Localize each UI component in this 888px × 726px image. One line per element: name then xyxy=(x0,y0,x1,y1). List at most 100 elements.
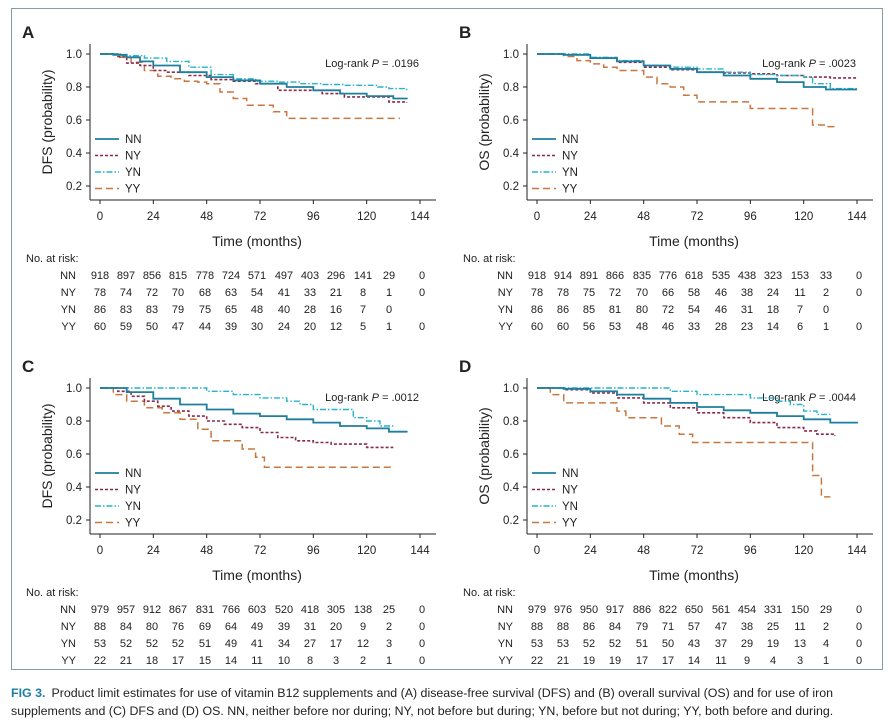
x-axis-label: Time (months) xyxy=(212,233,302,249)
risk-cell: 86 xyxy=(583,621,595,633)
x-tick-label: 48 xyxy=(637,211,650,223)
risk-cell: 40 xyxy=(278,304,290,316)
risk-cell: 44 xyxy=(199,321,211,333)
risk-cell: 0 xyxy=(856,321,862,333)
risk-cell: 0 xyxy=(856,604,862,616)
y-tick-label: 0.8 xyxy=(503,416,519,428)
x-tick-label: 24 xyxy=(147,545,160,557)
risk-cell: 891 xyxy=(580,270,598,282)
risk-cell: 918 xyxy=(91,270,109,282)
risk-cell: 650 xyxy=(685,604,703,616)
risk-cell: 0 xyxy=(386,304,392,316)
y-tick-label: 0.2 xyxy=(66,515,82,527)
risk-cell: 29 xyxy=(741,638,753,650)
risk-cell: 776 xyxy=(659,270,677,282)
risk-cell: 81 xyxy=(609,304,621,316)
risk-cell: 31 xyxy=(304,621,316,633)
x-tick-label: 72 xyxy=(691,545,704,557)
y-axis-label: OS (probability) xyxy=(476,73,492,170)
risk-cell: 856 xyxy=(143,270,161,282)
risk-cell: 1 xyxy=(386,321,392,333)
risk-cell: 27 xyxy=(304,638,316,650)
risk-cell: 72 xyxy=(662,304,674,316)
risk-cell: 19 xyxy=(609,655,621,667)
risk-row-label: NN xyxy=(60,604,76,616)
x-tick-label: 24 xyxy=(584,545,597,557)
risk-cell: 5 xyxy=(360,321,366,333)
risk-cell: 69 xyxy=(199,621,211,633)
risk-cell: 912 xyxy=(143,604,161,616)
risk-cell: 60 xyxy=(557,321,569,333)
risk-cell: 43 xyxy=(688,638,700,650)
risk-cell: 917 xyxy=(606,604,624,616)
risk-cell: 84 xyxy=(609,621,621,633)
risk-cell: 88 xyxy=(531,621,543,633)
risk-cell: 70 xyxy=(636,287,648,299)
log-rank-value: = .0044 xyxy=(816,392,856,404)
risk-cell: 60 xyxy=(94,321,106,333)
risk-cell: 1 xyxy=(386,655,392,667)
risk-cell: 2 xyxy=(360,655,366,667)
risk-cell: 51 xyxy=(199,638,211,650)
risk-cell: 7 xyxy=(360,304,366,316)
risk-row-label: NY xyxy=(61,287,77,299)
risk-row-label: YY xyxy=(498,655,513,667)
risk-cell: 16 xyxy=(330,304,342,316)
panel-a-letter: A xyxy=(22,23,34,42)
risk-cell: 323 xyxy=(764,270,782,282)
risk-cell: 17 xyxy=(172,655,184,667)
risk-row-label: YY xyxy=(61,655,76,667)
series-line-yn xyxy=(537,387,831,416)
legend-label-nn: NN xyxy=(562,468,579,480)
risk-cell: 603 xyxy=(248,604,266,616)
risk-cell: 2 xyxy=(823,287,829,299)
legend-label-ny: NY xyxy=(562,485,578,497)
risk-cell: 571 xyxy=(248,270,266,282)
risk-cell: 72 xyxy=(146,287,158,299)
log-rank-p: P xyxy=(809,58,817,70)
risk-cell: 83 xyxy=(120,304,132,316)
legend-label-yy: YY xyxy=(562,518,578,530)
risk-cell: 56 xyxy=(583,321,595,333)
legend-label-yy: YY xyxy=(562,184,578,196)
risk-cell: 63 xyxy=(225,287,237,299)
x-tick-label: 72 xyxy=(691,211,704,223)
risk-cell: 3 xyxy=(386,638,392,650)
legend-label-ny: NY xyxy=(125,485,141,497)
risk-cell: 331 xyxy=(764,604,782,616)
y-axis-label: DFS (probability) xyxy=(39,69,55,174)
risk-cell: 41 xyxy=(278,287,290,299)
y-tick-label: 0.2 xyxy=(503,515,519,527)
risk-cell: 6 xyxy=(797,321,803,333)
y-tick-label: 0.2 xyxy=(66,181,82,193)
log-rank-value: = .0012 xyxy=(379,392,419,404)
y-tick-label: 1.0 xyxy=(503,383,519,395)
risk-cell: 78 xyxy=(94,287,106,299)
risk-cell: 12 xyxy=(330,321,342,333)
risk-cell: 39 xyxy=(225,321,237,333)
risk-cell: 520 xyxy=(275,604,293,616)
risk-cell: 17 xyxy=(636,655,648,667)
x-tick-label: 120 xyxy=(794,211,813,223)
risk-cell: 28 xyxy=(304,304,316,316)
risk-cell: 296 xyxy=(327,270,345,282)
risk-cell: 0 xyxy=(419,287,425,299)
risk-cell: 21 xyxy=(557,655,569,667)
risk-cell: 30 xyxy=(251,321,263,333)
risk-cell: 58 xyxy=(688,287,700,299)
risk-cell: 28 xyxy=(715,321,727,333)
risk-cell: 866 xyxy=(606,270,624,282)
panel-c-letter: C xyxy=(22,357,34,376)
risk-cell: 9 xyxy=(360,621,366,633)
risk-cell: 71 xyxy=(662,621,674,633)
y-tick-label: 0.6 xyxy=(66,449,82,461)
risk-cell: 49 xyxy=(251,621,263,633)
risk-cell: 19 xyxy=(767,638,779,650)
risk-cell: 54 xyxy=(688,304,700,316)
risk-cell: 454 xyxy=(738,604,756,616)
risk-cell: 815 xyxy=(169,270,187,282)
x-tick-label: 120 xyxy=(794,545,813,557)
risk-cell: 54 xyxy=(251,287,263,299)
